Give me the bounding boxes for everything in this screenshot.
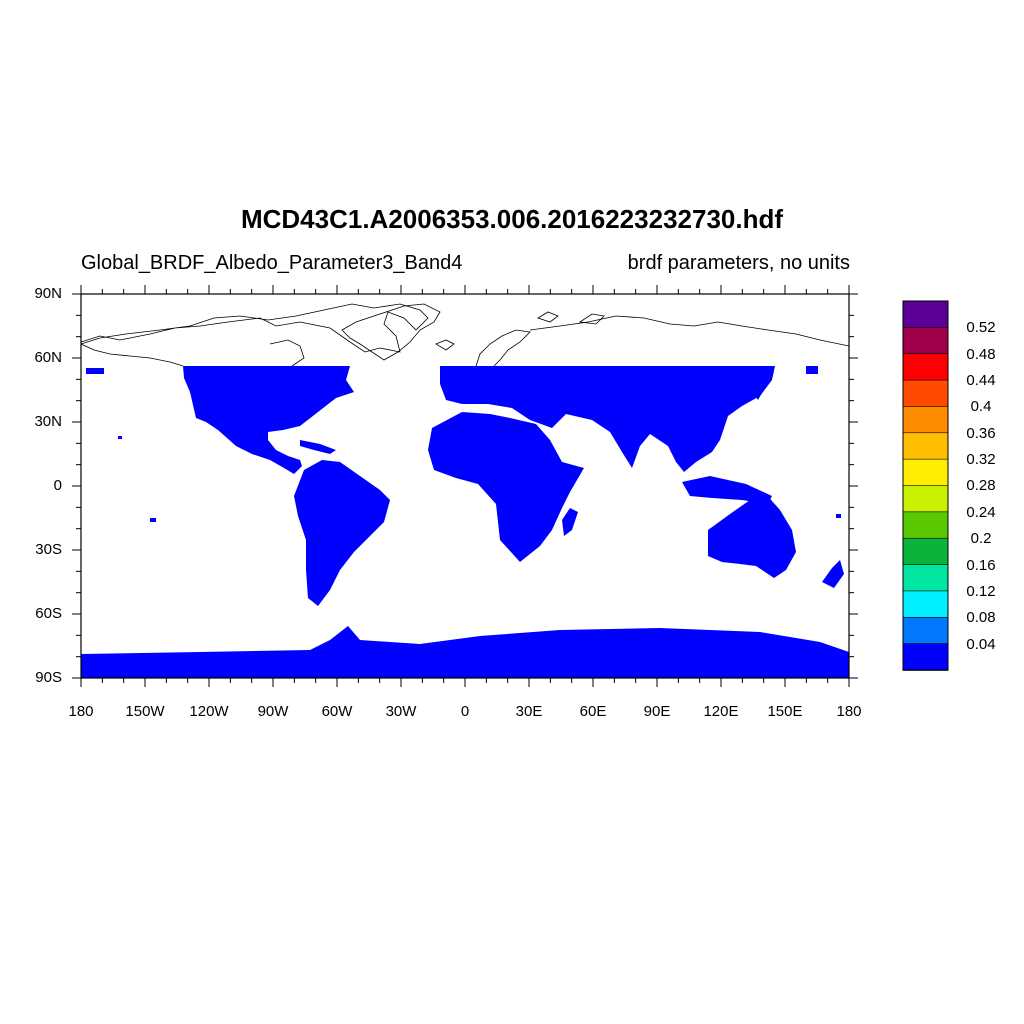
caribbean-data	[300, 440, 336, 454]
x-tick-label-30w: 30W	[385, 703, 417, 720]
colorbar-swatch	[902, 511, 949, 540]
colorbar	[902, 300, 949, 671]
y-tick-label-60n: 60N	[34, 349, 62, 366]
north-america-arctic-coast	[81, 303, 429, 353]
australia-data	[708, 492, 796, 578]
colorbar-label: 0.2	[970, 530, 992, 547]
colorbar-swatch	[902, 327, 949, 355]
x-tick-label-30e: 30E	[515, 703, 543, 720]
y-tick-label-60s: 60S	[35, 605, 62, 622]
x-tick-label-60e: 60E	[579, 703, 607, 720]
colorbar-swatch	[902, 300, 949, 329]
colorbar-label: 0.04	[966, 636, 996, 653]
hudson-bay-coast	[269, 339, 305, 367]
y-tick-label-0: 0	[53, 477, 62, 494]
colorbar-swatch	[902, 590, 949, 619]
colorbar-swatch	[902, 643, 949, 671]
x-tick-label-150w: 150W	[125, 703, 165, 720]
colorbar-label: 0.08	[966, 609, 996, 626]
colorbar-swatch	[902, 432, 949, 460]
colorbar-label: 0.36	[966, 425, 996, 442]
x-tick-label-180w: 180	[68, 703, 94, 720]
colorbar-label: 0.4	[970, 398, 992, 415]
y-tick-label-30s: 30S	[35, 541, 62, 558]
colorbar-swatch	[902, 458, 949, 487]
colorbar-label: 0.32	[966, 451, 996, 468]
colorbar-swatch	[902, 406, 949, 434]
colorbar-label: 0.44	[966, 372, 996, 389]
x-tick-label-90w: 90W	[257, 703, 289, 720]
x-tick-label-150e: 150E	[767, 703, 803, 720]
y-tick-label-90n: 90N	[34, 285, 62, 302]
colorbar-swatch	[902, 537, 949, 566]
y-tick-label-90s: 90S	[35, 669, 62, 686]
colorbar-label: 0.48	[966, 346, 996, 363]
colorbar-swatch	[902, 353, 949, 381]
scandinavia-coast	[475, 329, 531, 367]
colorbar-label: 0.12	[966, 583, 996, 600]
colorbar-label: 0.24	[966, 504, 996, 521]
indonesia-data	[682, 476, 772, 504]
colorbar-swatch	[902, 379, 949, 408]
coastline-layer	[81, 303, 849, 367]
colorbar-swatch	[902, 564, 949, 592]
x-tick-label-120e: 120E	[703, 703, 739, 720]
colorbar-label: 0.52	[966, 319, 996, 336]
madagascar-data	[562, 508, 578, 536]
north-america-data	[183, 366, 354, 474]
japan-data	[752, 372, 768, 400]
x-tick-label-0: 0	[460, 703, 470, 720]
colorbar-swatch	[902, 616, 949, 645]
variable-name: Global_BRDF_Albedo_Parameter3_Band4	[81, 252, 463, 274]
antarctica-data	[81, 626, 849, 678]
y-tick-label-30n: 30N	[34, 413, 62, 430]
eurasia-data	[440, 366, 775, 472]
colorbar-swatch	[902, 485, 949, 513]
albedo-data-layer	[81, 366, 849, 678]
x-tick-label-90e: 90E	[643, 703, 671, 720]
iceland-coast	[435, 339, 455, 351]
alaska-coast	[81, 343, 184, 367]
x-tick-label-120w: 120W	[189, 703, 229, 720]
new-zealand-data	[822, 560, 844, 588]
units-label: brdf parameters, no units	[627, 252, 850, 274]
plot-title: MCD43C1.A2006353.006.2016223232730.hdf	[240, 204, 784, 234]
novaya-zemlya-coast	[578, 313, 605, 325]
colorbar-label: 0.28	[966, 477, 996, 494]
siberia-arctic-coast	[529, 315, 849, 347]
svalbard-coast	[537, 311, 559, 323]
colorbar-label: 0.16	[966, 557, 996, 574]
south-america-data	[294, 460, 390, 606]
africa-data	[428, 412, 584, 562]
x-tick-label-180e: 180	[836, 703, 862, 720]
greenland-coast	[341, 303, 441, 361]
colorbar-frame	[902, 300, 949, 671]
x-tick-label-60w: 60W	[321, 703, 353, 720]
axis-ticks	[72, 285, 858, 687]
